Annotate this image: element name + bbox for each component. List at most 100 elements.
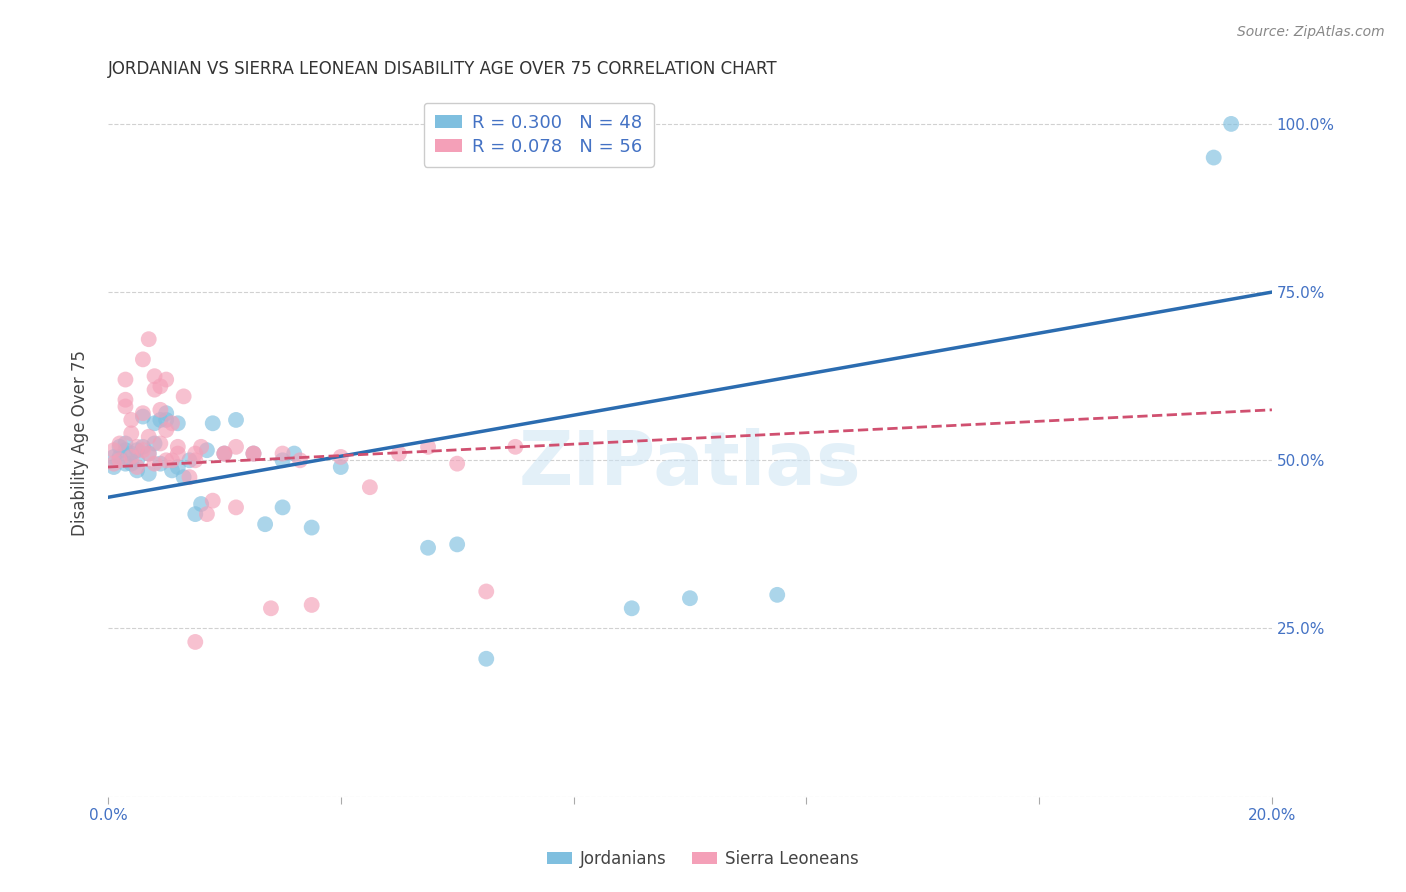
Sierra Leoneans [143,383,166,397]
Jordanians [143,436,166,450]
Sierra Leoneans [155,373,177,387]
Sierra Leoneans [242,446,264,460]
Jordanians [138,446,160,460]
Jordanians [149,457,172,471]
Jordanians [108,440,131,454]
Sierra Leoneans [149,436,172,450]
Jordanians [679,591,702,606]
Jordanians [271,453,294,467]
Sierra Leoneans [138,446,160,460]
Sierra Leoneans [388,446,411,460]
Jordanians [108,450,131,464]
Jordanians [114,443,136,458]
Sierra Leoneans [108,453,131,467]
Sierra Leoneans [166,446,188,460]
Jordanians [1220,117,1243,131]
Sierra Leoneans [288,453,311,467]
Sierra Leoneans [505,440,527,454]
Y-axis label: Disability Age Over 75: Disability Age Over 75 [72,351,89,536]
Jordanians [766,588,789,602]
Sierra Leoneans [173,389,195,403]
Sierra Leoneans [214,446,236,460]
Sierra Leoneans [103,443,125,458]
Sierra Leoneans [160,417,183,431]
Jordanians [114,457,136,471]
Jordanians [242,446,264,460]
Sierra Leoneans [120,450,142,464]
Sierra Leoneans [179,470,201,484]
Sierra Leoneans [475,584,498,599]
Sierra Leoneans [149,402,172,417]
Sierra Leoneans [127,440,149,454]
Sierra Leoneans [184,453,207,467]
Jordanians [114,436,136,450]
Jordanians [127,443,149,458]
Sierra Leoneans [201,493,224,508]
Sierra Leoneans [132,443,155,458]
Sierra Leoneans [184,446,207,460]
Text: Source: ZipAtlas.com: Source: ZipAtlas.com [1237,25,1385,39]
Jordanians [301,520,323,534]
Sierra Leoneans [184,635,207,649]
Jordanians [254,517,277,532]
Sierra Leoneans [143,457,166,471]
Jordanians [127,453,149,467]
Legend: Jordanians, Sierra Leoneans: Jordanians, Sierra Leoneans [540,844,866,875]
Jordanians [166,460,188,475]
Jordanians [155,406,177,420]
Sierra Leoneans [416,440,439,454]
Sierra Leoneans [120,413,142,427]
Sierra Leoneans [225,440,247,454]
Jordanians [132,409,155,424]
Jordanians [120,446,142,460]
Jordanians [103,460,125,475]
Jordanians [225,413,247,427]
Sierra Leoneans [190,440,212,454]
Jordanians [201,417,224,431]
Jordanians [184,507,207,521]
Jordanians [214,446,236,460]
Jordanians [190,497,212,511]
Jordanians [155,413,177,427]
Sierra Leoneans [359,480,381,494]
Sierra Leoneans [195,507,218,521]
Text: ZIPatlas: ZIPatlas [519,428,862,501]
Sierra Leoneans [114,392,136,407]
Jordanians [120,457,142,471]
Sierra Leoneans [242,446,264,460]
Sierra Leoneans [114,373,136,387]
Sierra Leoneans [271,446,294,460]
Jordanians [329,460,352,475]
Sierra Leoneans [103,457,125,471]
Sierra Leoneans [120,426,142,441]
Jordanians [179,453,201,467]
Sierra Leoneans [114,400,136,414]
Legend: R = 0.300   N = 48, R = 0.078   N = 56: R = 0.300 N = 48, R = 0.078 N = 56 [423,103,654,167]
Sierra Leoneans [446,457,468,471]
Sierra Leoneans [138,430,160,444]
Jordanians [271,500,294,515]
Sierra Leoneans [260,601,283,615]
Sierra Leoneans [160,453,183,467]
Sierra Leoneans [127,460,149,475]
Jordanians [475,652,498,666]
Sierra Leoneans [143,369,166,384]
Sierra Leoneans [166,440,188,454]
Jordanians [149,413,172,427]
Sierra Leoneans [108,436,131,450]
Jordanians [416,541,439,555]
Sierra Leoneans [329,450,352,464]
Text: JORDANIAN VS SIERRA LEONEAN DISABILITY AGE OVER 75 CORRELATION CHART: JORDANIAN VS SIERRA LEONEAN DISABILITY A… [108,60,778,78]
Jordanians [166,417,188,431]
Jordanians [103,450,125,464]
Sierra Leoneans [149,379,172,393]
Sierra Leoneans [155,423,177,437]
Jordanians [283,446,305,460]
Jordanians [173,470,195,484]
Sierra Leoneans [225,500,247,515]
Jordanians [127,463,149,477]
Sierra Leoneans [132,352,155,367]
Jordanians [160,463,183,477]
Jordanians [195,443,218,458]
Sierra Leoneans [301,598,323,612]
